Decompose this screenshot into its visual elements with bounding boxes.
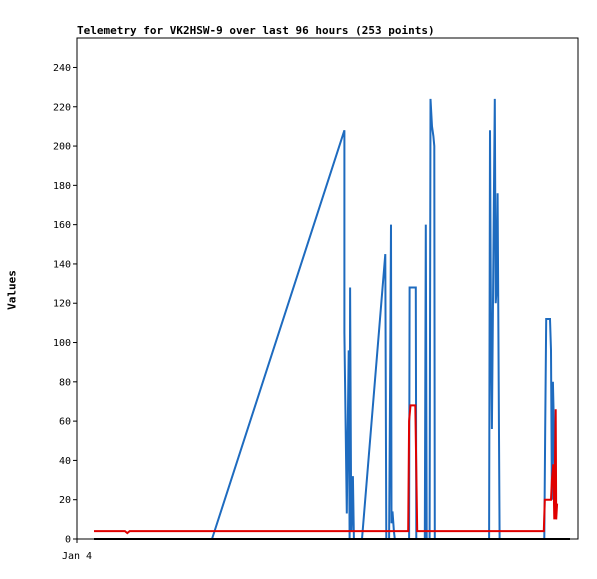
chart-title: Telemetry for VK2HSW-9 over last 96 hour… <box>77 24 435 37</box>
y-tick-label: 160 <box>53 220 71 231</box>
y-tick-label: 240 <box>53 63 71 74</box>
y-tick-label: 60 <box>59 417 71 428</box>
y-tick-label: 80 <box>59 377 71 388</box>
x-tick-label: Jan 4 <box>62 551 92 562</box>
y-tick-label: 120 <box>53 299 71 310</box>
y-tick-label: 180 <box>53 181 71 192</box>
y-tick-label: 20 <box>59 495 71 506</box>
y-tick-label: 220 <box>53 102 71 113</box>
y-tick-label: 0 <box>65 535 71 546</box>
y-tick-label: 200 <box>53 142 71 153</box>
y-tick-label: 40 <box>59 456 71 467</box>
y-tick-label: 140 <box>53 259 71 270</box>
plot-frame <box>76 37 579 540</box>
series-line-2 <box>94 404 559 535</box>
y-tick-label: 100 <box>53 338 71 349</box>
